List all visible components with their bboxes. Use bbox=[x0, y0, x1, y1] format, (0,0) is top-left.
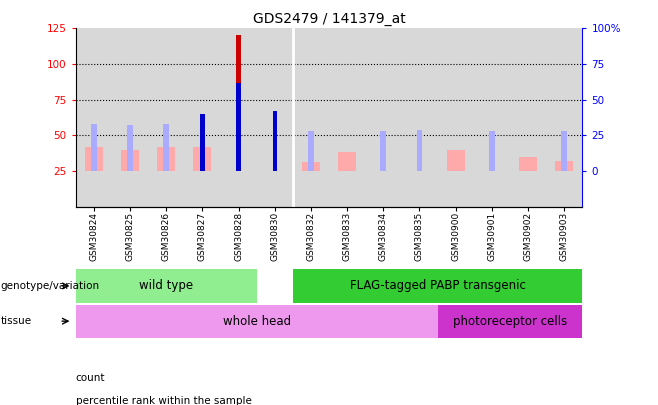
Bar bbox=[510, 28, 546, 207]
Text: tissue: tissue bbox=[1, 316, 32, 326]
Bar bbox=[157, 147, 175, 171]
Bar bbox=[200, 125, 205, 171]
Bar bbox=[447, 149, 465, 171]
Bar bbox=[127, 125, 133, 171]
Text: percentile rank within the sample: percentile rank within the sample bbox=[76, 396, 251, 405]
Text: photoreceptor cells: photoreceptor cells bbox=[453, 315, 567, 328]
Bar bbox=[329, 28, 365, 207]
Bar bbox=[163, 124, 169, 171]
Bar bbox=[257, 28, 293, 207]
Bar bbox=[91, 124, 97, 171]
Bar bbox=[220, 28, 257, 207]
Bar bbox=[257, 28, 293, 207]
Bar bbox=[555, 161, 573, 171]
Bar bbox=[112, 28, 148, 207]
Bar bbox=[272, 125, 277, 171]
Bar bbox=[474, 28, 510, 207]
Bar bbox=[438, 28, 474, 207]
Bar bbox=[308, 131, 314, 171]
Text: whole head: whole head bbox=[222, 315, 291, 328]
Bar bbox=[365, 28, 401, 207]
Bar bbox=[546, 28, 582, 207]
Text: genotype/variation: genotype/variation bbox=[1, 281, 100, 291]
Bar bbox=[489, 131, 495, 171]
Bar bbox=[148, 28, 184, 207]
Bar bbox=[272, 111, 277, 171]
Bar bbox=[76, 28, 112, 207]
Bar bbox=[184, 28, 220, 207]
Bar bbox=[184, 28, 220, 207]
Bar bbox=[85, 147, 103, 171]
Text: count: count bbox=[76, 373, 105, 383]
Bar bbox=[438, 28, 474, 207]
Bar bbox=[236, 83, 241, 171]
Bar bbox=[236, 36, 241, 171]
Bar bbox=[546, 28, 582, 207]
Bar bbox=[365, 28, 401, 207]
Bar bbox=[380, 131, 386, 171]
Bar bbox=[200, 114, 205, 171]
Bar bbox=[293, 269, 582, 303]
Bar bbox=[148, 28, 184, 207]
Bar bbox=[401, 28, 438, 207]
Bar bbox=[474, 28, 510, 207]
Bar bbox=[417, 130, 422, 171]
Bar bbox=[302, 162, 320, 171]
Bar bbox=[329, 28, 365, 207]
Bar bbox=[112, 28, 148, 207]
Bar bbox=[293, 28, 329, 207]
Bar bbox=[338, 152, 356, 171]
Text: wild type: wild type bbox=[139, 279, 193, 292]
Bar bbox=[561, 131, 567, 171]
Bar bbox=[220, 28, 257, 207]
Bar bbox=[76, 269, 257, 303]
Text: FLAG-tagged PABP transgenic: FLAG-tagged PABP transgenic bbox=[349, 279, 526, 292]
Bar bbox=[293, 28, 329, 207]
Bar bbox=[438, 305, 582, 338]
Bar bbox=[401, 28, 438, 207]
Title: GDS2479 / 141379_at: GDS2479 / 141379_at bbox=[253, 12, 405, 26]
Bar bbox=[121, 149, 139, 171]
Bar bbox=[193, 147, 211, 171]
Bar bbox=[519, 157, 537, 171]
Bar bbox=[76, 28, 112, 207]
Bar bbox=[510, 28, 546, 207]
Bar bbox=[76, 305, 438, 338]
